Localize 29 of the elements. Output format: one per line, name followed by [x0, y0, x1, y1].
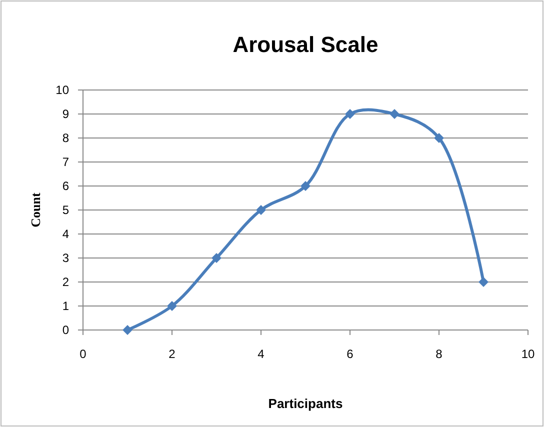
y-tick-label: 7 [62, 155, 70, 170]
y-tick-label: 1 [62, 299, 70, 314]
y-tick-label: 10 [56, 83, 70, 98]
point [122, 325, 132, 335]
y-tick-label: 2 [62, 275, 70, 290]
y-tick-label: 9 [62, 107, 70, 122]
y-tick-label: 0 [62, 323, 70, 338]
point [256, 205, 266, 215]
point [300, 181, 310, 191]
point [390, 109, 400, 119]
point [212, 253, 222, 263]
point [434, 133, 444, 143]
y-tick-label: 5 [62, 203, 70, 218]
x-tick-label: 8 [436, 347, 443, 361]
y-tick-label: 3 [62, 251, 70, 266]
x-axis-title: Participants [268, 396, 343, 411]
y-tick-label: 8 [62, 131, 70, 146]
point [167, 301, 177, 311]
y-tick-label: 6 [62, 179, 70, 194]
x-tick-label: 0 [80, 347, 87, 361]
x-tick-label: 4 [258, 347, 265, 361]
x-tick-label: 6 [346, 347, 354, 361]
x-tick-label: 10 [521, 347, 535, 361]
point [345, 109, 355, 119]
y-axis-title: Count [28, 192, 43, 228]
chart-title: Arousal Scale [232, 32, 378, 57]
y-tick-label: 4 [62, 227, 70, 242]
x-tick-label: 2 [168, 347, 176, 361]
point [478, 277, 488, 287]
